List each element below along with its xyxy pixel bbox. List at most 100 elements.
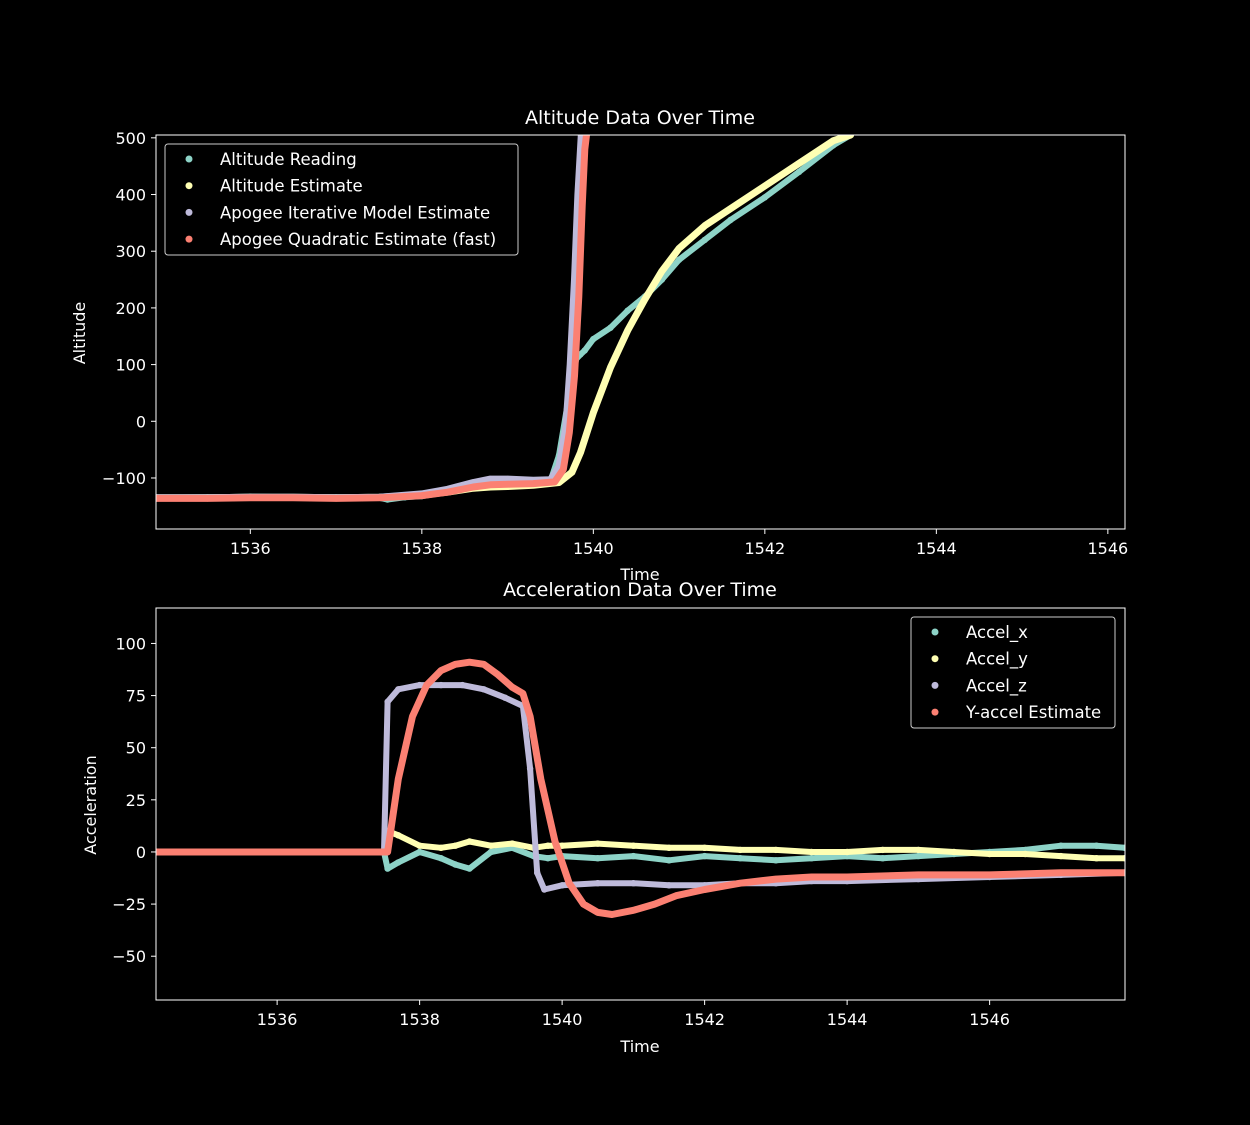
data-point-y-accel-estimate [915,871,922,879]
data-point-altitude-estimate [675,245,683,252]
data-point-accel-y [986,850,993,858]
data-point-apogee-quadratic-estimate-fast [579,202,586,210]
data-point-apogee-quadratic-estimate-fast [560,466,567,473]
data-point-altitude-reading [701,236,708,244]
data-point-accel-z [541,886,548,893]
legend: Accel_x Accel_y Accel_z Y-accel Estimate [910,616,1116,729]
data-point-accel-x [384,865,391,872]
data-point-y-accel-estimate [772,875,780,883]
data-point-accel-y [915,846,922,854]
data-point-accel-y [437,844,445,851]
data-point-y-accel-estimate [537,775,544,783]
series-line-apogee-quadratic-estimate-fast [156,135,590,502]
data-point-apogee-quadratic-estimate-fast [444,489,451,496]
x-tick-label: 1546 [969,1010,1010,1029]
data-point-apogee-quadratic-estimate-fast [530,480,537,487]
data-point-y-accel-estimate [566,880,573,887]
data-point-altitude-estimate [607,364,614,371]
data-point-altitude-estimate [761,182,768,190]
chart-title: Acceleration Data Over Time [503,579,777,601]
data-point-accel-z [526,765,534,772]
data-point-accel-x [395,859,402,866]
data-point-apogee-quadratic-estimate-fast [156,495,160,502]
data-point-altitude-estimate [658,267,666,275]
data-point-accel-y [395,832,402,839]
axes-frame [155,607,1126,1001]
data-point-y-accel-estimate [651,900,658,908]
legend-box [164,143,519,256]
data-point-altitude-reading [675,256,683,263]
legend-marker-apogee-quadratic-estimate-fast [185,235,193,243]
x-axis-label: Time [619,1037,659,1056]
data-point-y-accel-estimate [423,681,430,689]
data-point-altitude-estimate [568,469,576,476]
data-point-accel-y [509,840,516,847]
data-point-altitude-estimate [624,327,631,334]
data-point-apogee-quadratic-estimate-fast [551,478,558,486]
data-point-accel-y [630,842,637,849]
x-tick-label: 1546 [1087,539,1128,558]
y-tick-label: 100 [115,356,146,375]
legend-marker-accel-z [931,681,939,689]
data-point-y-accel-estimate [843,873,851,881]
data-point-accel-y [665,844,673,851]
chart-title: Altitude Data Over Time [525,107,755,129]
axes-frame [155,134,1126,530]
y-tick-label: 0 [136,412,146,431]
x-tick-label: 1540 [542,1010,583,1029]
y-tick-label: 50 [126,739,146,758]
data-point-accel-z [665,882,673,889]
data-point-altitude-reading [727,216,734,224]
data-point-apogee-quadratic-estimate-fast [583,135,590,139]
legend-label-accel-y: Accel_y [966,650,1028,670]
x-tick-label: 1538 [401,539,442,558]
legend: Altitude Reading Altitude Estimate Apogee … [164,143,519,256]
data-point-accel-x [1057,842,1065,849]
data-point-y-accel-estimate [672,892,680,899]
acceleration-chart: Acceleration Data Over Time Time Acceler… [81,579,1126,1056]
data-point-y-accel-estimate [395,775,402,783]
x-tick-label: 1540 [573,539,614,558]
y-tick-label: 300 [115,242,146,261]
data-point-altitude-reading [795,168,803,175]
data-point-accel-z [437,681,445,689]
data-point-accel-x [416,848,423,856]
data-point-accel-x [594,855,601,862]
legend-label-apogee-quadratic-estimate-fast: Apogee Quadratic Estimate (fast) [220,230,496,249]
data-point-y-accel-estimate [1121,869,1125,876]
legend-marker-apogee-iterative-model-estimate [185,208,193,216]
data-point-y-accel-estimate [630,907,637,914]
data-point-altitude-reading [581,347,588,354]
data-point-apogee-quadratic-estimate-fast [332,495,340,502]
y-axis-label: Acceleration [81,755,100,854]
data-point-accel-z [384,698,391,705]
data-point-accel-x [437,855,445,862]
data-point-accel-x [544,855,552,862]
y-tick-label: −100 [102,469,146,488]
x-tick-label: 1536 [230,539,271,558]
data-point-y-accel-estimate [594,909,601,916]
data-point-accel-x [630,852,637,860]
data-point-accel-y [879,846,886,854]
data-point-accel-x [452,861,459,868]
legend-label-accel-z: Accel_z [966,676,1027,696]
legend-label-apogee-iterative-model-estimate: Apogee Iterative Model Estimate [220,203,490,222]
data-point-y-accel-estimate [509,684,516,691]
data-point-altitude-estimate [847,135,854,139]
x-tick-label: 1542 [744,539,785,558]
data-point-y-accel-estimate [701,886,708,893]
y-tick-label: −50 [112,947,146,966]
data-point-altitude-estimate [830,137,837,144]
data-point-accel-y [737,846,744,854]
data-point-apogee-quadratic-estimate-fast [566,429,573,436]
data-point-y-accel-estimate [437,667,445,674]
data-point-accel-y [594,840,601,847]
data-point-accel-z [395,686,402,693]
data-point-accel-x [915,852,922,860]
data-point-altitude-estimate [641,296,648,303]
data-point-apogee-iterative-model-estimate [487,475,494,483]
data-point-accel-y [950,848,958,856]
data-point-apogee-quadratic-estimate-fast [247,494,254,501]
data-point-accel-y [1121,855,1125,862]
y-tick-label: 200 [115,299,146,318]
